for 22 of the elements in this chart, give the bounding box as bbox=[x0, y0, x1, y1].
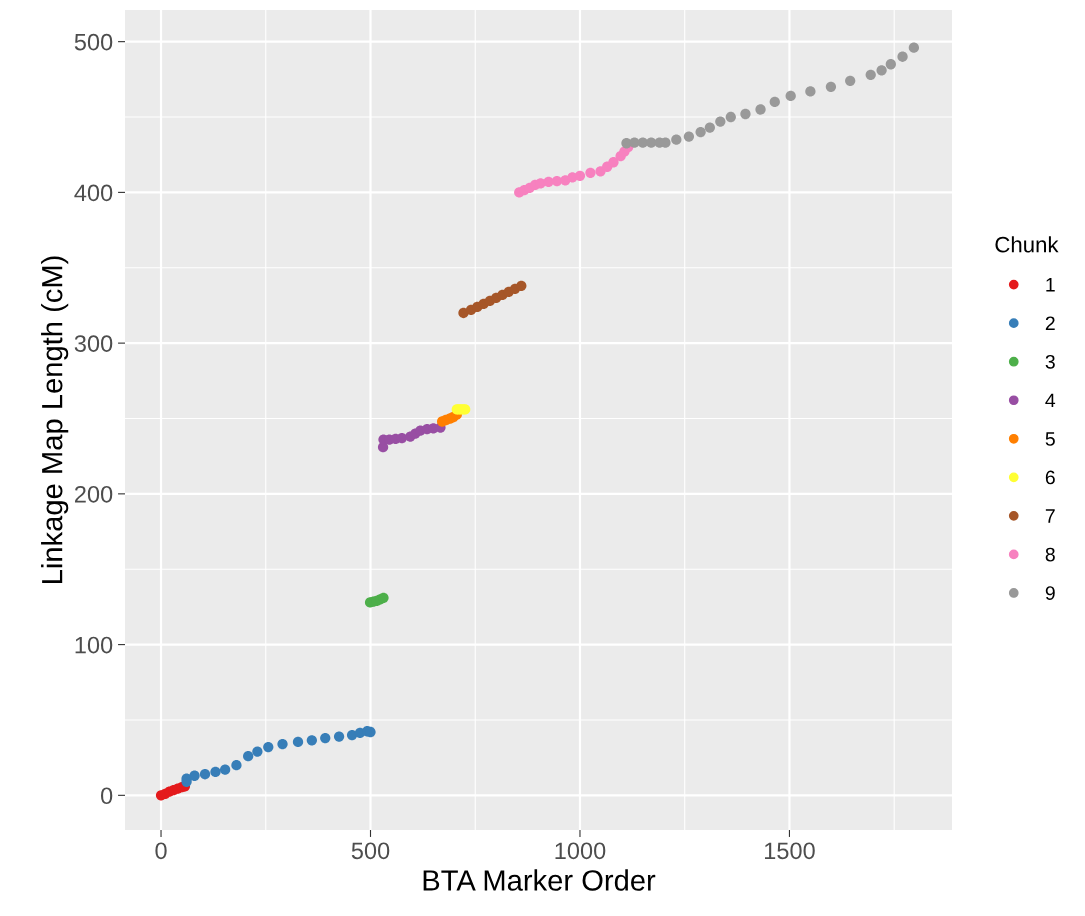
legend-title: Chunk bbox=[995, 236, 1059, 253]
y-tick-label: 0 bbox=[100, 787, 113, 805]
y-axis-title: Linkage Map Length (cM) bbox=[41, 256, 69, 583]
legend-label: 9 bbox=[1045, 586, 1055, 600]
x-axis-title: BTA Marker Order bbox=[423, 869, 656, 891]
x-tick-label: 0 bbox=[155, 842, 167, 860]
legend-label: 5 bbox=[1045, 432, 1055, 446]
y-tick-label: 300 bbox=[74, 335, 113, 352]
x-tick-label: 500 bbox=[351, 842, 390, 860]
x-tick-label: 1000 bbox=[555, 842, 606, 860]
x-tick-label: 1500 bbox=[764, 842, 815, 860]
y-tick-label: 100 bbox=[75, 636, 113, 654]
legend-label: 6 bbox=[1045, 470, 1055, 485]
legend-label: 3 bbox=[1045, 354, 1055, 369]
legend-label: 7 bbox=[1045, 509, 1055, 523]
y-tick-label: 500 bbox=[74, 33, 113, 51]
y-tick-label: 200 bbox=[74, 485, 113, 503]
legend-label: 4 bbox=[1045, 393, 1056, 408]
legend-label: 2 bbox=[1045, 316, 1055, 330]
y-tick-label: 400 bbox=[74, 184, 113, 202]
legend-label: 8 bbox=[1045, 547, 1055, 562]
legend-label: 1 bbox=[1046, 278, 1055, 292]
